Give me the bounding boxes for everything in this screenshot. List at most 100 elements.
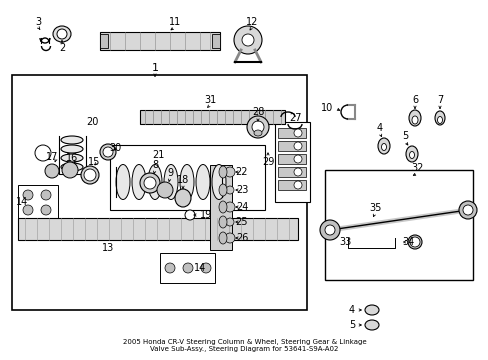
Bar (100, 32, 220, 50)
Text: 24: 24 (235, 202, 248, 212)
Text: 21: 21 (152, 150, 164, 160)
Bar (325, 170, 472, 280)
Ellipse shape (364, 305, 378, 315)
Ellipse shape (61, 145, 83, 153)
Text: 11: 11 (168, 17, 181, 27)
Circle shape (293, 142, 302, 150)
Bar (18, 185, 58, 220)
Text: 33: 33 (338, 237, 350, 247)
Ellipse shape (116, 165, 130, 199)
Circle shape (325, 225, 334, 235)
Bar (212, 34, 220, 48)
Circle shape (84, 169, 96, 181)
Text: 31: 31 (203, 95, 216, 105)
Ellipse shape (364, 320, 378, 330)
Circle shape (409, 237, 419, 247)
Bar (278, 180, 305, 190)
Text: 29: 29 (261, 157, 274, 167)
Circle shape (45, 164, 59, 178)
Ellipse shape (180, 165, 194, 199)
Ellipse shape (377, 138, 389, 154)
Text: 4: 4 (376, 123, 382, 133)
Bar (278, 154, 305, 164)
Bar (278, 167, 305, 177)
Text: 25: 25 (235, 217, 248, 227)
Ellipse shape (458, 201, 476, 219)
Circle shape (293, 129, 302, 137)
Ellipse shape (219, 216, 226, 228)
Text: 15: 15 (87, 157, 100, 167)
Ellipse shape (407, 235, 421, 249)
Text: 22: 22 (235, 167, 248, 177)
Ellipse shape (408, 110, 420, 126)
Text: 3: 3 (35, 17, 41, 27)
Circle shape (57, 29, 67, 39)
Circle shape (157, 182, 173, 198)
Text: 9: 9 (166, 168, 173, 178)
Circle shape (62, 162, 78, 178)
Bar (12, 75, 306, 310)
Ellipse shape (411, 116, 417, 124)
Text: 30: 30 (109, 143, 122, 153)
Bar (274, 122, 309, 202)
Bar (160, 253, 215, 283)
Circle shape (143, 177, 156, 189)
Text: 14: 14 (16, 197, 28, 207)
Ellipse shape (437, 117, 442, 123)
Circle shape (225, 186, 234, 194)
Text: 23: 23 (235, 185, 248, 195)
Circle shape (224, 233, 235, 243)
Ellipse shape (246, 116, 268, 138)
Text: 18: 18 (177, 175, 189, 185)
Ellipse shape (381, 144, 386, 150)
Circle shape (293, 155, 302, 163)
Text: 28: 28 (251, 107, 264, 117)
Ellipse shape (219, 232, 226, 244)
Ellipse shape (163, 165, 178, 199)
Circle shape (201, 263, 210, 273)
Ellipse shape (219, 201, 226, 213)
Bar (278, 141, 305, 151)
Ellipse shape (212, 165, 225, 199)
Bar (100, 34, 108, 48)
Text: 10: 10 (320, 103, 332, 113)
Circle shape (41, 190, 51, 200)
Bar (209, 165, 231, 250)
Ellipse shape (251, 121, 264, 133)
Bar (278, 128, 305, 138)
Ellipse shape (175, 189, 191, 207)
Circle shape (23, 190, 33, 200)
Text: 13: 13 (102, 243, 114, 253)
Ellipse shape (319, 220, 339, 240)
Text: 35: 35 (368, 203, 381, 213)
Text: 27: 27 (288, 113, 301, 123)
Ellipse shape (81, 166, 99, 184)
Text: 8: 8 (152, 160, 158, 170)
Ellipse shape (148, 165, 162, 199)
Circle shape (184, 210, 195, 220)
Bar (140, 110, 285, 124)
Text: 2005 Honda CR-V Steering Column & Wheel, Steering Gear & Linkage
Valve Sub-Assy.: 2005 Honda CR-V Steering Column & Wheel,… (122, 339, 366, 352)
Bar (18, 218, 297, 240)
Circle shape (242, 34, 253, 46)
Text: 20: 20 (85, 117, 98, 127)
Text: 32: 32 (411, 163, 423, 173)
Circle shape (41, 205, 51, 215)
Text: 34: 34 (401, 237, 413, 247)
Circle shape (35, 145, 51, 161)
Ellipse shape (196, 165, 209, 199)
Ellipse shape (100, 144, 116, 160)
Circle shape (293, 168, 302, 176)
Circle shape (164, 263, 175, 273)
Text: 2: 2 (59, 43, 65, 53)
Ellipse shape (61, 136, 83, 144)
Text: 16: 16 (65, 153, 78, 163)
Circle shape (23, 205, 33, 215)
Circle shape (183, 263, 193, 273)
Circle shape (103, 147, 113, 157)
Ellipse shape (219, 166, 226, 178)
Circle shape (293, 181, 302, 189)
Text: 12: 12 (245, 17, 258, 27)
Text: 19: 19 (200, 210, 212, 220)
Text: 7: 7 (436, 95, 442, 105)
